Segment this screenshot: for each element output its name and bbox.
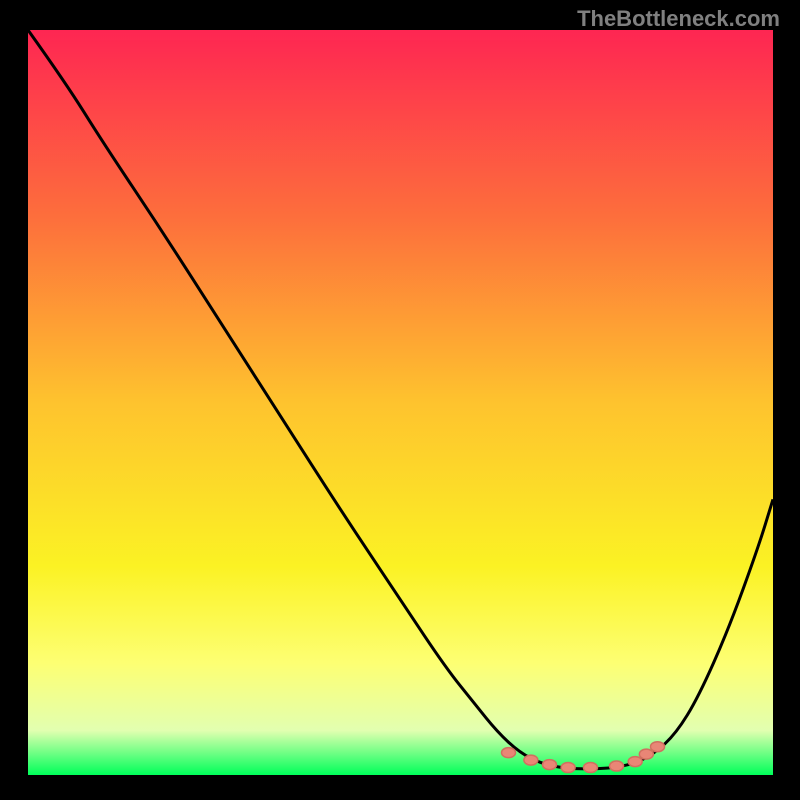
data-marker [639,749,653,759]
data-marker [610,761,624,771]
data-markers [502,742,665,773]
data-marker [543,760,557,770]
data-marker [524,755,538,765]
chart-plot-area [28,30,773,775]
data-marker [628,757,642,767]
data-marker [502,748,516,758]
data-marker [561,763,575,773]
data-marker [583,763,597,773]
attribution-text: TheBottleneck.com [577,6,780,32]
data-marker [651,742,665,752]
bottleneck-curve [28,30,773,769]
chart-svg [28,30,773,775]
